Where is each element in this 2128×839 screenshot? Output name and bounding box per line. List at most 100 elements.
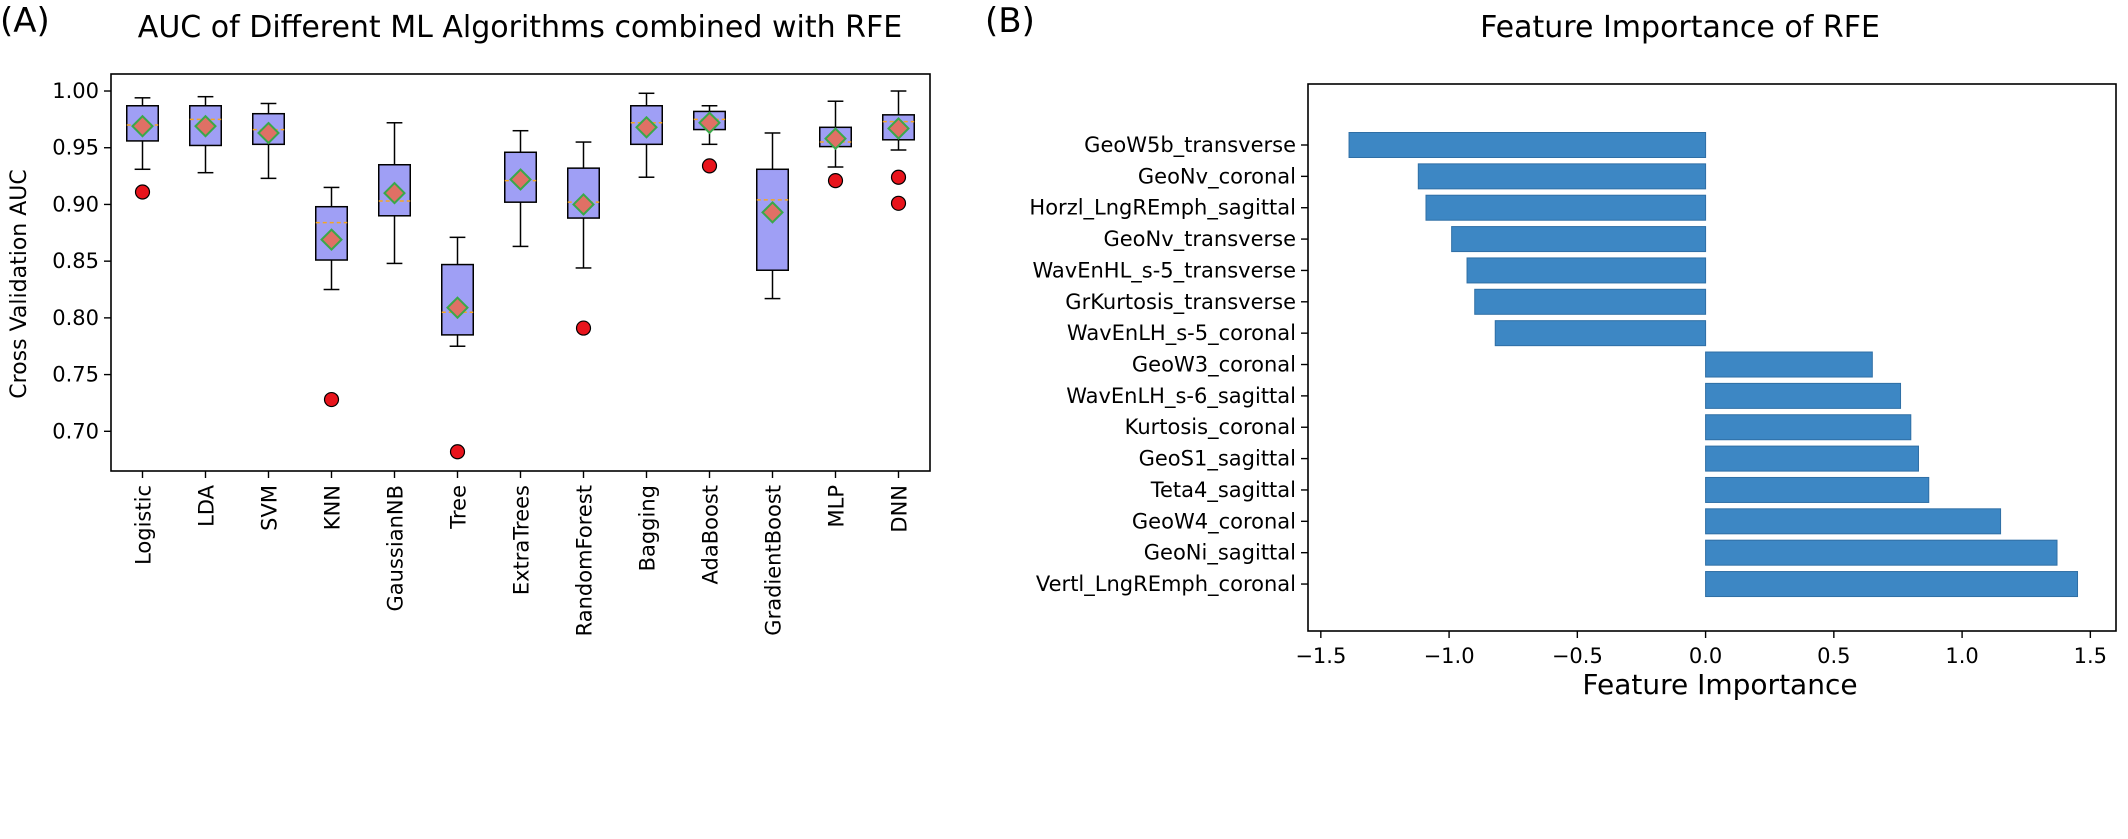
y-tick-label: Kurtosis_coronal: [1125, 415, 1296, 440]
mean-marker: [509, 168, 532, 191]
boxplot-frame: [110, 73, 931, 472]
bar-vertl_lngremph_coronal: [1705, 571, 2079, 598]
y-tick-label: 0.70: [52, 419, 99, 443]
x-tick-label: 1.5: [2074, 644, 2107, 668]
barchart-frame: [1307, 83, 2117, 632]
y-tick-label: Teta4_sagittal: [1150, 478, 1296, 503]
x-tick-label: 0.0: [1689, 644, 1722, 668]
x-tick-label: Bagging: [636, 485, 660, 571]
mean-marker: [635, 115, 658, 139]
bar-geonv_coronal: [1417, 163, 1707, 190]
mean-marker: [572, 193, 595, 216]
bar-wavenhl_s-5_transverse: [1466, 257, 1707, 284]
bar-geos1_sagittal: [1705, 445, 1919, 472]
x-tick-label: GaussianNB: [384, 485, 408, 611]
box-bagging: [630, 92, 663, 178]
outlier-point: [575, 320, 592, 336]
mean-marker: [383, 181, 406, 205]
y-tick-label: Vertl_LngREmph_coronal: [1036, 572, 1296, 597]
y-tick-label: GeoNv_coronal: [1138, 164, 1296, 189]
y-tick-label: 0.85: [52, 249, 99, 273]
mean-marker: [446, 296, 469, 320]
bar-wavenlh_s-5_coronal: [1494, 320, 1707, 347]
mean-marker: [698, 111, 721, 135]
y-tick-label: 0.80: [52, 306, 99, 330]
y-tick-label: GeoNi_sagittal: [1144, 541, 1296, 566]
y-tick-label: 0.95: [52, 136, 99, 160]
box-knn: [315, 186, 348, 408]
mean-marker: [320, 228, 343, 252]
x-tick-label: Logistic: [132, 485, 156, 565]
box-extratrees: [504, 129, 537, 248]
x-tick-label: −1.0: [1424, 644, 1475, 668]
barchart-title: Feature Importance of RFE: [1480, 10, 1880, 45]
outlier-point: [134, 184, 151, 200]
y-tick-label: WavEnLH_s-6_sagittal: [1066, 384, 1296, 409]
bar-geow4_coronal: [1705, 508, 2002, 535]
barchart-x-axis-label: Feature Importance: [1582, 668, 1857, 701]
y-tick-label: GeoS1_sagittal: [1139, 447, 1296, 472]
y-tick-label: GeoW3_coronal: [1132, 353, 1296, 378]
barchart-chart: GeoW5b_transverse GeoNv_coronal Horzl_LngR…: [1029, 132, 2107, 668]
x-tick-label: ExtraTrees: [510, 485, 534, 595]
box-gradientboost: [756, 132, 789, 300]
boxplot-y-axis-label: Cross Validation AUC: [7, 169, 32, 398]
mean-marker: [257, 121, 280, 145]
bar-geow3_coronal: [1705, 351, 1873, 378]
x-tick-label: 1.0: [1945, 644, 1978, 668]
x-tick-label: SVM: [258, 485, 282, 531]
y-tick-label: WavEnLH_s-5_coronal: [1067, 321, 1296, 346]
box-lda: [189, 95, 222, 174]
outlier-point: [449, 444, 466, 460]
box-mlp: [819, 100, 852, 189]
box-tree: [441, 236, 474, 460]
x-tick-label: −0.5: [1552, 644, 1603, 668]
box-iqr: [315, 205, 348, 261]
x-tick-label: GradientBoost: [762, 485, 786, 636]
x-tick-label: RandomForest: [573, 485, 597, 636]
y-tick-label: WavEnHL_s-5_transverse: [1033, 258, 1297, 283]
x-tick-label: KNN: [321, 485, 345, 530]
mean-marker: [824, 127, 847, 151]
bar-horzl_lngremph_sagittal: [1425, 194, 1707, 221]
bar-geoni_sagittal: [1705, 539, 2058, 566]
bar-grkurtosis_transverse: [1474, 288, 1707, 315]
bar-geonv_transverse: [1451, 226, 1707, 253]
mean-marker: [194, 114, 217, 138]
box-dnn: [882, 90, 915, 211]
boxplot-chart: 0.70 0.75 0.80 0.85 0.90 0.95 1.00 Logistic LDA S…: [52, 79, 915, 636]
bar-kurtosis_coronal: [1705, 414, 1912, 441]
x-tick-label: 0.5: [1817, 644, 1850, 668]
bar-wavenlh_s-6_sagittal: [1705, 382, 1902, 409]
x-tick-label: −1.5: [1295, 644, 1346, 668]
panel-a-label: (A): [0, 1, 50, 41]
outlier-point: [890, 195, 907, 211]
mean-marker: [887, 117, 910, 140]
x-tick-label: AdaBoost: [699, 485, 723, 584]
y-tick-label: GeoNv_transverse: [1103, 227, 1296, 252]
x-tick-label: LDA: [195, 484, 219, 527]
boxplot-title: AUC of Different ML Algorithms combined …: [138, 10, 902, 45]
outlier-point: [323, 391, 340, 408]
box-svm: [252, 102, 285, 180]
bar-geow5b_transverse: [1348, 132, 1707, 158]
x-tick-label: MLP: [825, 485, 849, 527]
box-logistic: [126, 97, 159, 200]
box-gaussiannb: [378, 122, 411, 265]
box-randomforest: [567, 141, 600, 336]
box-adaboost: [693, 105, 726, 174]
x-tick-label: Tree: [447, 485, 471, 530]
mean-marker: [761, 200, 784, 224]
bar-teta4_sagittal: [1705, 476, 1930, 503]
mean-marker: [131, 114, 154, 138]
y-tick-label: Horzl_LngREmph_sagittal: [1029, 196, 1296, 221]
y-tick-label: 0.90: [52, 192, 99, 216]
x-tick-label: DNN: [888, 485, 912, 533]
y-tick-label: GeoW5b_transverse: [1084, 133, 1296, 158]
outlier-point: [701, 158, 718, 174]
panel-b-label: (B): [985, 1, 1035, 41]
y-tick-label: GrKurtosis_transverse: [1065, 290, 1296, 315]
y-tick-label: 0.75: [52, 363, 99, 387]
y-tick-label: 1.00: [52, 79, 99, 103]
